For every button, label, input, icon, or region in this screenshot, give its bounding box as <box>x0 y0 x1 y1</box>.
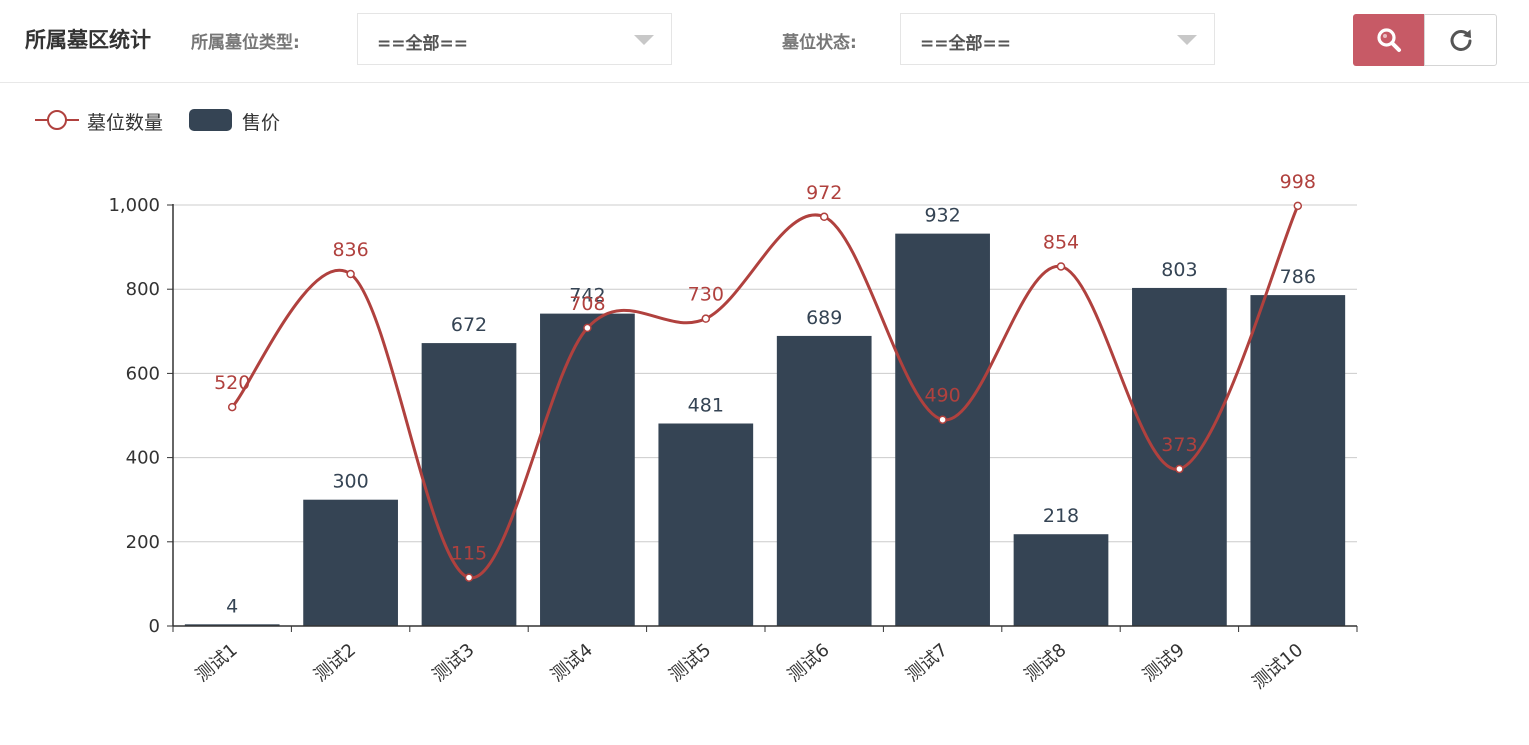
line-point-9 <box>1175 464 1184 474</box>
bar-3 <box>421 343 517 626</box>
search-button[interactable] <box>1353 14 1425 66</box>
x-tick-label: 测试8 <box>1021 640 1071 687</box>
line-point-7 <box>938 415 947 424</box>
bar-9 <box>1132 287 1227 626</box>
tomb-status-select[interactable]: ==全部== <box>900 13 1215 65</box>
x-tick-label: 测试6 <box>784 640 834 687</box>
bar-value-label: 300 <box>332 471 368 493</box>
x-tick-label: 测试7 <box>902 640 952 687</box>
bar-value-label: 932 <box>924 205 960 227</box>
x-tick-label: 测试10 <box>1249 640 1308 694</box>
filter-toolbar: 所属墓区统计 所属墓位类型: ==全部== 墓位状态: ==全部== <box>0 0 1529 83</box>
line-value-label: 373 <box>1161 434 1197 456</box>
bar-8 <box>1013 534 1109 626</box>
tomb-type-label: 所属墓位类型: <box>191 33 300 53</box>
y-tick-label: 0 <box>149 616 160 637</box>
legend-bar-marker-icon <box>189 109 232 131</box>
legend-line-marker-icon <box>35 110 79 130</box>
line-point-4 <box>583 323 592 333</box>
legend-item-count[interactable]: 墓位数量 <box>34 106 174 134</box>
refresh-icon <box>1450 29 1471 51</box>
bar-value-label: 786 <box>1280 266 1316 288</box>
x-tick-label: 测试1 <box>192 640 242 687</box>
line-point-3 <box>464 573 474 582</box>
bar-value-label: 803 <box>1161 259 1197 281</box>
tomb-type-select[interactable]: ==全部== <box>357 13 672 65</box>
line-value-label: 972 <box>806 182 842 204</box>
count-line <box>231 205 1300 580</box>
bar-value-label: 481 <box>688 394 724 416</box>
line-point-8 <box>1056 262 1066 271</box>
bar-7 <box>895 233 990 627</box>
bar-value-label: 672 <box>451 314 487 336</box>
line-point-6 <box>819 212 829 222</box>
y-tick-label: 400 <box>126 448 160 469</box>
bar-value-label: 742 <box>569 285 605 307</box>
line-value-label: 115 <box>451 543 487 565</box>
legend-item-price[interactable]: 售价 <box>189 106 299 134</box>
line-point-5 <box>701 314 711 323</box>
line-value-label: 998 <box>1280 171 1316 193</box>
refresh-button[interactable] <box>1424 14 1497 66</box>
tomb-status-value: ==全部== <box>920 34 1011 54</box>
bar-value-label: 689 <box>806 307 842 329</box>
tomb-type-value: ==全部== <box>377 34 468 54</box>
x-tick-label: 测试5 <box>665 640 715 687</box>
line-value-label: 854 <box>1043 231 1079 253</box>
chevron-down-icon <box>634 35 654 45</box>
line-value-label: 730 <box>688 284 724 306</box>
bar-value-label: 218 <box>1043 505 1079 527</box>
bar-value-label: 4 <box>226 595 238 617</box>
x-tick-label: 测试3 <box>429 640 479 687</box>
line-point-10 <box>1293 201 1303 211</box>
y-tick-label: 1,000 <box>108 195 160 216</box>
legend-label-count: 墓位数量 <box>87 112 164 134</box>
line-value-label: 520 <box>214 372 250 394</box>
line-value-label: 708 <box>569 293 605 315</box>
chevron-down-icon <box>1177 35 1197 45</box>
y-tick-label: 600 <box>126 363 160 384</box>
line-value-label: 490 <box>924 385 960 407</box>
line-point-2 <box>346 269 355 279</box>
bar-1 <box>184 624 280 626</box>
bar-10 <box>1250 295 1346 626</box>
tomb-status-label: 墓位状态: <box>782 33 857 53</box>
legend-label-price: 售价 <box>242 112 281 134</box>
line-point-1 <box>227 402 237 412</box>
page-title: 所属墓区统计 <box>25 28 151 52</box>
search-icon <box>1377 28 1401 52</box>
x-tick-label: 测试9 <box>1139 640 1189 687</box>
bar-6 <box>776 335 872 626</box>
line-value-label: 836 <box>332 239 368 261</box>
bar-4 <box>540 313 635 626</box>
x-tick-label: 测试4 <box>547 640 597 687</box>
bar-5 <box>658 423 754 626</box>
y-tick-label: 200 <box>126 532 160 553</box>
x-tick-label: 测试2 <box>310 640 360 687</box>
y-tick-label: 800 <box>126 279 160 300</box>
bar-2 <box>303 499 398 626</box>
